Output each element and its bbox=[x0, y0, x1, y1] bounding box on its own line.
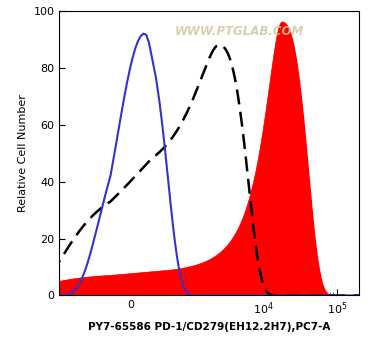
Text: WWW.PTGLAB.COM: WWW.PTGLAB.COM bbox=[174, 25, 304, 38]
Y-axis label: Relative Cell Number: Relative Cell Number bbox=[18, 94, 28, 212]
X-axis label: PY7-65586 PD-1/CD279(EH12.2H7),PC7-A: PY7-65586 PD-1/CD279(EH12.2H7),PC7-A bbox=[88, 323, 330, 333]
